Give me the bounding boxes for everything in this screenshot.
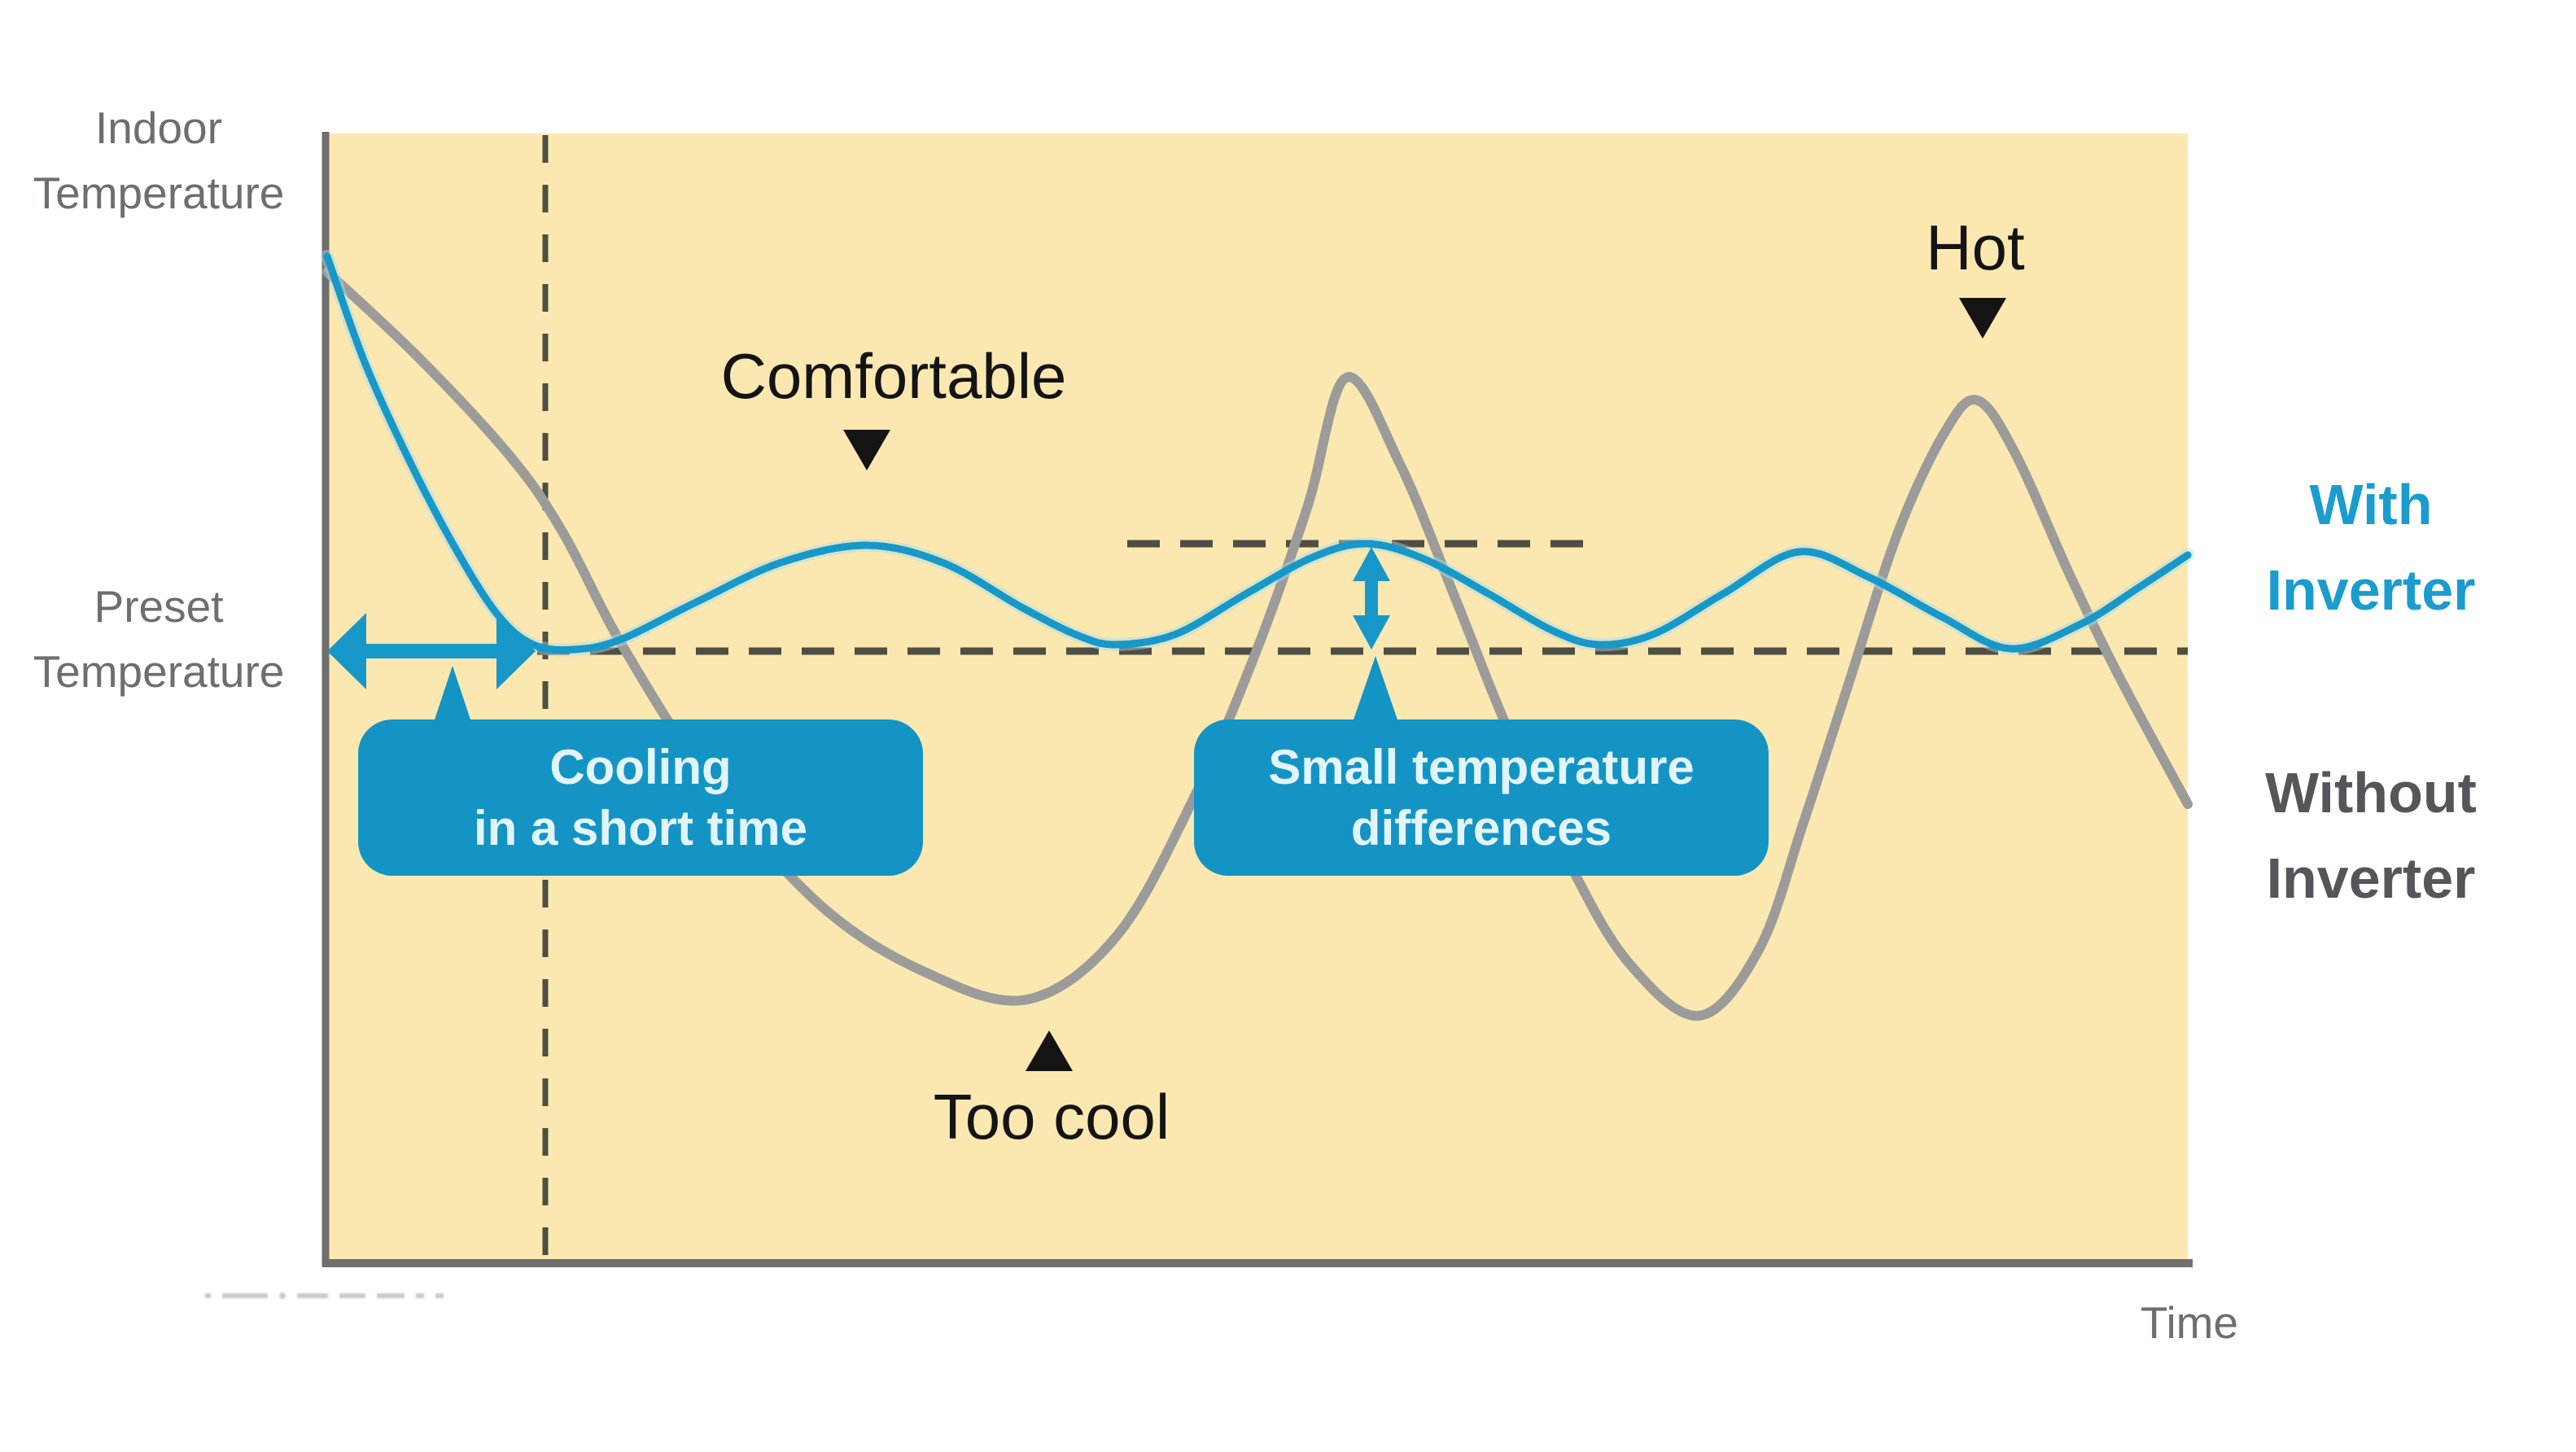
too-cool-label: Too cool [933,1081,1170,1152]
y-axis-label: Indoor Temperature [33,103,285,218]
too-cool-marker-icon [1026,1030,1073,1071]
cooling-time-arrow [327,613,536,689]
cooling-callout: Cooling in a short time [358,719,923,876]
x-axis-label: Time [2140,1297,2239,1348]
legend-with-inverter: With Inverter [2266,473,2476,622]
hot-label: Hot [1926,212,2025,283]
cooling-callout-tail [431,666,474,729]
hot-marker-icon [1959,298,2006,339]
comfortable-marker-icon [843,430,890,470]
comfortable-label: Comfortable [720,340,1067,412]
small-diff-callout-tail [1352,656,1399,724]
plot-background [329,133,2188,1263]
legend-without-inverter: Without Inverter [2265,761,2477,910]
temperature-difference-arrow [1353,547,1390,649]
watermark-marks [205,1292,444,1299]
preset-temperature-label: Preset Temperature [33,581,285,697]
small-diff-callout: Small temperature differences [1194,719,1769,876]
with-inverter-curve [323,252,2192,654]
